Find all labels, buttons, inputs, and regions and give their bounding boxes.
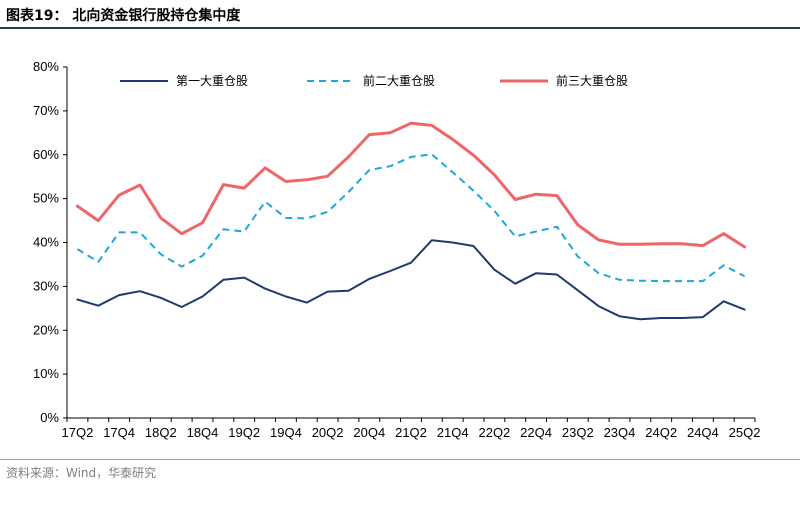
series-line-1 — [76, 239, 746, 321]
page-title: 图表19： 北向资金银行股持仓集中度 — [6, 8, 241, 24]
x-tick-label: 20Q2 — [312, 425, 344, 440]
y-tick-label: 0% — [40, 410, 59, 425]
legend-label: 前三大重仓股 — [556, 73, 628, 88]
x-tick-label: 20Q4 — [353, 425, 385, 440]
footer-divider — [0, 459, 800, 460]
chart-axes — [66, 67, 755, 419]
x-tick-label: 24Q2 — [645, 425, 677, 440]
x-axis-ticks: 17Q2 17Q4 18Q2 18Q4 19Q2 19Q4 20Q2 20Q4 21Q2 21Q4… — [62, 418, 761, 440]
y-tick-label: 40% — [33, 235, 59, 250]
series-line-3 — [75, 121, 747, 249]
header-bar: 图表19： 北向资金银行股持仓集中度 — [0, 0, 800, 29]
y-tick-label: 80% — [33, 59, 59, 74]
y-tick-label: 50% — [33, 191, 59, 206]
line-chart: 0%10%20%30%40%50%60%70%80% 17Q2 17Q4 18Q2 1… — [33, 59, 761, 440]
y-tick-label: 20% — [33, 322, 59, 337]
title-divider — [0, 27, 800, 29]
y-tick-label: 10% — [33, 366, 59, 381]
x-tick-label: 17Q4 — [103, 425, 135, 440]
chart-series — [75, 121, 747, 321]
legend-label: 前二大重仓股 — [363, 73, 435, 88]
x-tick-label: 23Q2 — [562, 425, 594, 440]
x-tick-label: 23Q4 — [604, 425, 636, 440]
x-tick-label: 17Q2 — [62, 425, 94, 440]
chart-legend: 第一大重仓股 前二大重仓股 前三大重仓股 — [120, 73, 628, 88]
y-axis-ticks: 0% 10% 20% 30% 40% 50% 60% 70% 80% — [33, 59, 67, 425]
x-tick-label: 24Q4 — [687, 425, 719, 440]
y-tick-label: 60% — [33, 147, 59, 162]
y-tick-label: 30% — [33, 278, 59, 293]
x-tick-label: 19Q2 — [228, 425, 260, 440]
x-tick-label: 21Q2 — [395, 425, 427, 440]
x-tick-label: 18Q2 — [145, 425, 177, 440]
y-tick-label: 70% — [33, 103, 59, 118]
x-tick-label: 18Q4 — [187, 425, 219, 440]
x-tick-label: 21Q4 — [437, 425, 469, 440]
x-tick-label: 25Q2 — [729, 425, 761, 440]
legend-label: 第一大重仓股 — [176, 74, 248, 88]
source-note: 资料来源：Wind，华泰研究 — [6, 466, 157, 480]
x-tick-label: 22Q4 — [520, 425, 552, 440]
series-line-2 — [76, 153, 746, 283]
x-tick-label: 22Q2 — [478, 425, 510, 440]
x-tick-label: 19Q4 — [270, 425, 302, 440]
